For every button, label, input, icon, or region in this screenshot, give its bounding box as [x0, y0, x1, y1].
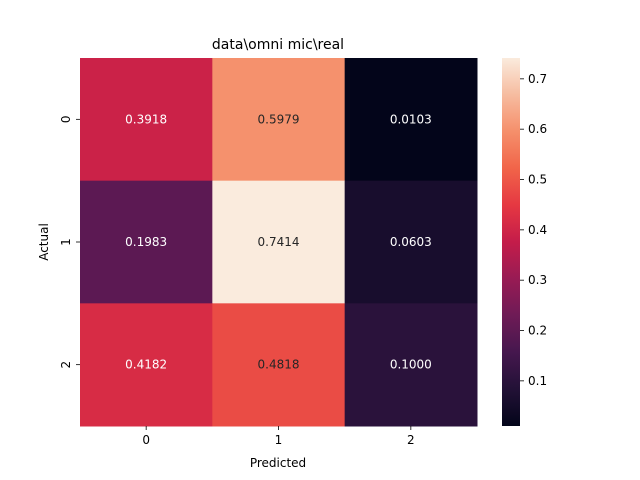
heatmap-cell — [80, 180, 213, 304]
x-axis: 0 1 2 — [142, 426, 415, 447]
colorbar-tick-label: 0.3 — [528, 273, 547, 287]
heatmap-cell — [344, 58, 478, 182]
heatmap-cell — [80, 303, 213, 427]
colorbar: 0.1 0.2 0.3 0.4 0.5 0.6 0.7 — [502, 58, 547, 426]
colorbar-tick-label: 0.6 — [528, 122, 547, 136]
heatmap-cell — [80, 58, 213, 182]
y-axis-label: Actual — [37, 223, 51, 261]
heatmap-cells — [80, 58, 478, 427]
colorbar-tick-label: 0.1 — [528, 374, 547, 388]
heatmap-cell-label: 0.5979 — [258, 112, 300, 126]
chart-title: data\omni mic\real — [212, 37, 344, 53]
y-axis: 0 1 2 — [59, 116, 80, 369]
heatmap-cell-labels: 0.3918 0.5979 0.0103 0.1983 0.7414 0.0603 0.41… — [125, 112, 432, 371]
colorbar-gradient — [502, 58, 520, 426]
x-tick-label: 0 — [142, 433, 150, 447]
heatmap-cell-label: 0.7414 — [258, 235, 300, 249]
y-tick-label: 2 — [59, 361, 73, 369]
heatmap-cell-label: 0.1000 — [390, 358, 432, 372]
heatmap-cell-label: 0.1983 — [125, 235, 167, 249]
colorbar-tick-label: 0.7 — [528, 72, 547, 86]
heatmap-cell — [212, 180, 346, 304]
heatmap-cell — [212, 58, 346, 182]
x-tick-label: 2 — [407, 433, 415, 447]
colorbar-tick-label: 0.5 — [528, 173, 547, 187]
colorbar-tick-label: 0.2 — [528, 324, 547, 338]
heatmap-cell — [212, 303, 346, 427]
x-axis-label: Predicted — [250, 456, 306, 470]
heatmap-cell-label: 0.0103 — [390, 112, 432, 126]
heatmap-cell — [344, 180, 478, 304]
heatmap-cell-label: 0.3918 — [125, 112, 167, 126]
heatmap-cell — [344, 303, 478, 427]
x-tick-label: 1 — [275, 433, 283, 447]
y-tick-label: 1 — [59, 238, 73, 246]
y-tick-label: 0 — [59, 116, 73, 124]
colorbar-tick-label: 0.4 — [528, 223, 547, 237]
heatmap-cell-label: 0.4818 — [258, 358, 300, 372]
heatmap-cell-label: 0.4182 — [125, 358, 167, 372]
heatmap-cell-label: 0.0603 — [390, 235, 432, 249]
